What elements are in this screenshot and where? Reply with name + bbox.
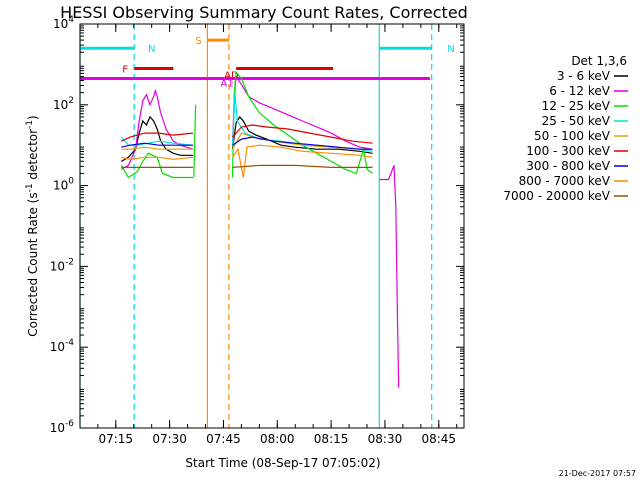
series-line-1-1 xyxy=(231,74,373,150)
legend-entry-label: 25 - 50 keV xyxy=(542,114,611,128)
series-line-2-0 xyxy=(120,152,193,179)
series-line-6-0 xyxy=(121,142,193,148)
series-line-7-1 xyxy=(232,144,373,178)
series-line-8-1 xyxy=(232,164,373,168)
x-tick-label: 08:30 xyxy=(368,432,403,446)
chart-title: HESSI Observing Summary Count Rates, Cor… xyxy=(60,3,468,22)
y-tick-label: 10-4 xyxy=(50,338,75,354)
plot-frame xyxy=(79,23,465,429)
y-axis-ticks: 104 102 100 10-2 10-4 10-6 xyxy=(50,15,464,435)
legend-entry-label: 300 - 800 keV xyxy=(526,159,610,173)
x-tick-label: 07:30 xyxy=(152,432,187,446)
x-axis-ticks: 07:15 07:30 07:45 08:00 08:15 08:30 08:45 xyxy=(97,24,458,446)
flag-label-ad: AD xyxy=(224,71,239,82)
legend-entry-label: 7000 - 20000 keV xyxy=(503,189,610,203)
series-line-5-0 xyxy=(121,132,194,142)
x-tick-label: 08:45 xyxy=(421,432,456,446)
footer-date: 21-Dec-2017 07:57 xyxy=(559,469,636,478)
series-line-5-1 xyxy=(232,124,373,144)
legend-title: Det 1,3,6 xyxy=(571,54,627,68)
x-tick-label: 07:15 xyxy=(98,432,133,446)
series-line-6-1 xyxy=(232,136,373,150)
y-tick-label: 104 xyxy=(53,15,74,31)
series-line-1-0 xyxy=(121,88,194,170)
y-tick-label: 100 xyxy=(53,177,74,193)
x-axis-label: Start Time (08-Sep-17 07:05:02) xyxy=(185,456,380,470)
legend-entry-label: 100 - 300 keV xyxy=(526,144,610,158)
series-line-2-1 xyxy=(193,104,197,178)
y-tick-label: 10-2 xyxy=(50,257,74,273)
y-tick-label: 10-6 xyxy=(50,419,75,435)
x-tick-label: 08:00 xyxy=(260,432,295,446)
flag-label-s: S xyxy=(195,36,201,47)
flag-label-n: N xyxy=(148,44,155,55)
series-line-3-0 xyxy=(120,136,194,146)
flag-label-n: N xyxy=(447,44,454,55)
series-line-3-1 xyxy=(231,92,373,152)
y-axis-label: Corrected Count Rate (s-1 detector-1) xyxy=(25,115,40,336)
series-line-7-0 xyxy=(121,156,194,160)
flag-label-f: F xyxy=(122,64,128,75)
legend-entry-label: 50 - 100 keV xyxy=(534,129,611,143)
series-line-1-2 xyxy=(379,165,400,388)
legend-entry-label: 800 - 7000 keV xyxy=(519,174,611,188)
series-line-0-1 xyxy=(231,115,373,154)
legend-entry-label: 6 - 12 keV xyxy=(549,84,611,98)
x-tick-label: 08:15 xyxy=(314,432,349,446)
legend-entry-label: 12 - 25 keV xyxy=(542,99,611,113)
series-line-2-2 xyxy=(231,71,373,178)
legend-entry-label: 3 - 6 keV xyxy=(557,69,611,83)
x-tick-label: 07:45 xyxy=(206,432,241,446)
flag-label-a1: A1 xyxy=(221,79,234,90)
series-line-0-0 xyxy=(120,115,193,162)
series-line-4-0 xyxy=(121,146,193,150)
y-tick-label: 102 xyxy=(53,96,74,112)
